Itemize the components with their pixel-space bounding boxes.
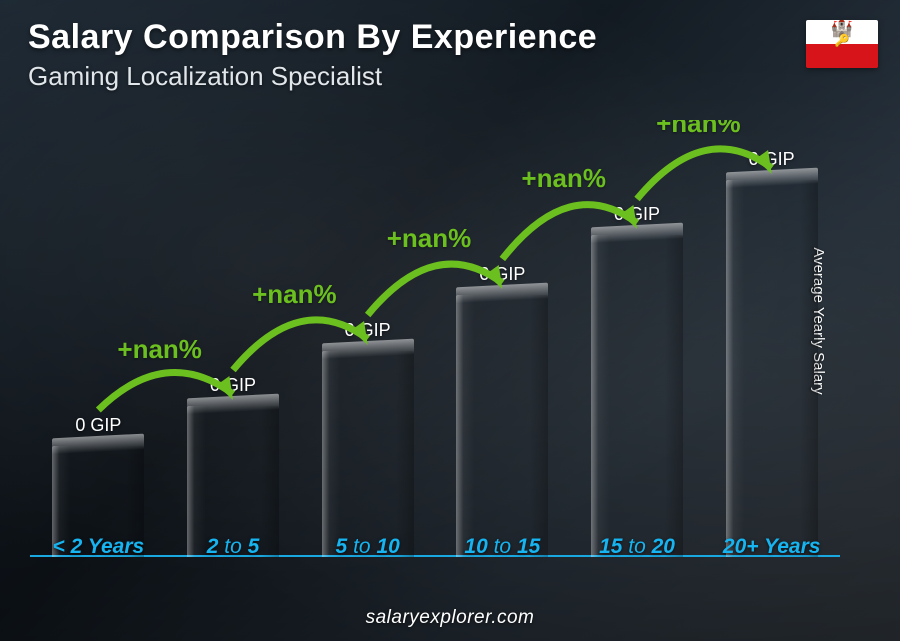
x-label-suffix: 10 [376, 535, 399, 558]
infographic-stage: Salary Comparison By Experience Gaming L… [0, 0, 900, 641]
x-label-prefix: 10 [464, 535, 487, 558]
bar-x-label: < 2 Years [40, 535, 157, 559]
bar-slot: 0 GIP < 2 Years [40, 415, 157, 557]
x-label-mid: to [494, 535, 512, 558]
chart-area: 0 GIP< 2 Years0 GIP2 to 50 GIP5 to 100 G… [30, 120, 840, 585]
bar-container: 0 GIP< 2 Years0 GIP2 to 50 GIP5 to 100 G… [30, 120, 840, 585]
bar-value-label: 0 GIP [75, 415, 121, 436]
x-label-suffix: Years [764, 535, 820, 558]
salary-bar [456, 295, 548, 557]
x-label-prefix: 15 [599, 535, 622, 558]
flag-top: 🏰 🔑 [806, 20, 878, 44]
bar-slot: 0 GIP 15 to 20 [579, 204, 696, 557]
x-label-suffix: 5 [248, 535, 260, 558]
gibraltar-flag-icon: 🏰 🔑 [806, 20, 878, 68]
bar-slot: 0 GIP 20+ Years [713, 149, 830, 557]
bar-slot: 0 GIP 5 to 10 [309, 320, 426, 557]
x-label-mid: to [224, 535, 242, 558]
bar-slot: 0 GIP 2 to 5 [175, 375, 292, 557]
bar-x-label: 10 to 15 [444, 535, 561, 559]
bar-x-label: 15 to 20 [579, 535, 696, 559]
bar-slot: 0 GIP 10 to 15 [444, 264, 561, 557]
bar-value-label: 0 GIP [345, 320, 391, 341]
salary-bar [591, 235, 683, 557]
bar-x-label: 20+ Years [713, 535, 830, 559]
salary-bar [322, 351, 414, 557]
x-label-prefix: < 2 [52, 535, 82, 558]
x-label-prefix: 5 [336, 535, 348, 558]
bar-value-label: 0 GIP [479, 264, 525, 285]
x-label-mid: to [628, 535, 646, 558]
x-label-suffix: Years [88, 535, 144, 558]
bar-x-label: 2 to 5 [175, 535, 292, 559]
title-block: Salary Comparison By Experience Gaming L… [28, 18, 780, 92]
x-label-prefix: 20+ [723, 535, 759, 558]
x-label-prefix: 2 [207, 535, 219, 558]
x-label-mid: to [353, 535, 371, 558]
flag-key-icon: 🔑 [835, 33, 850, 47]
page-title: Salary Comparison By Experience [28, 18, 780, 57]
bar-value-label: 0 GIP [210, 375, 256, 396]
bar-value-label: 0 GIP [614, 204, 660, 225]
salary-bar [726, 180, 818, 557]
x-label-suffix: 20 [652, 535, 675, 558]
flag-bottom [806, 44, 878, 68]
x-label-suffix: 15 [517, 535, 540, 558]
bar-value-label: 0 GIP [749, 149, 795, 170]
page-subtitle: Gaming Localization Specialist [28, 61, 780, 92]
footer-credit: salaryexplorer.com [0, 607, 900, 629]
bar-x-label: 5 to 10 [309, 535, 426, 559]
